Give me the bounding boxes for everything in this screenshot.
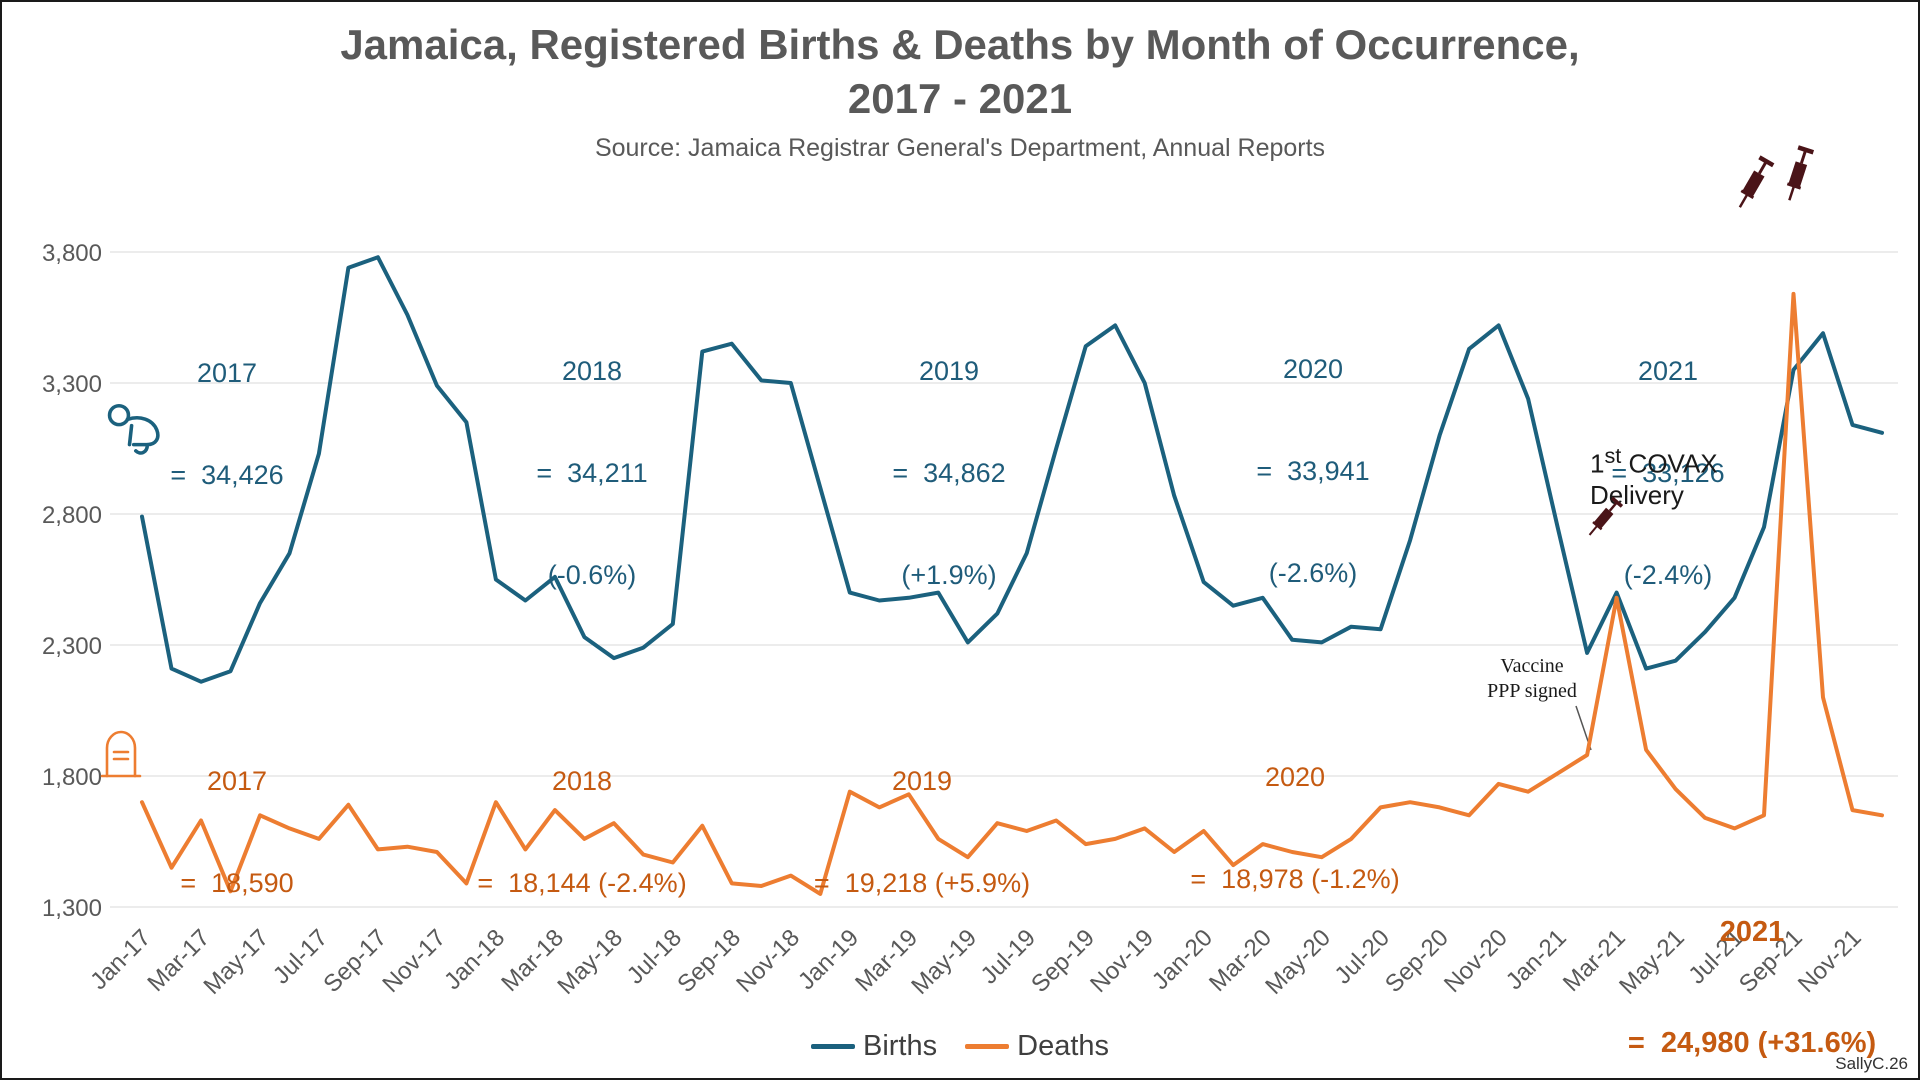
x-axis-tick-label: Sep-17 [318, 924, 392, 998]
x-axis-tick-label: Jan-21 [1501, 924, 1572, 995]
births-annotation-2020: 2020 = 33,941 (-2.6%) [1256, 354, 1370, 588]
baby-icon [98, 400, 182, 469]
x-axis-tick-label: Nov-19 [1085, 924, 1159, 998]
deaths-annotation-2019: 2019 = 19,218 (+5.9%) [813, 766, 1031, 898]
births-line [140, 255, 1884, 684]
vaccine-ppp-annotation: Vaccine PPP signed [1487, 655, 1577, 702]
deaths-line [140, 291, 1884, 896]
covax-annotation: 1st COVAX Delivery [1590, 443, 1718, 510]
chart-header: Jamaica, Registered Births & Deaths by M… [2, 18, 1918, 163]
credit-text: SallyC.26 [1835, 1054, 1908, 1073]
births-annotation-2017: 2017 = 34,426 [170, 358, 284, 490]
chart-title-line2: 2017 - 2021 [847, 75, 1073, 122]
y-axis-tick-label: 2,800 [42, 502, 102, 529]
y-axis-tick-label: 1,300 [42, 895, 102, 922]
legend-label-deaths: Deaths [1017, 1030, 1110, 1062]
tombstone-icon [98, 724, 144, 787]
y-axis-tick-label: 1,800 [42, 764, 102, 791]
y-axis-tick-label: 2,300 [42, 633, 102, 660]
chart-subtitle: Source: Jamaica Registrar General's Depa… [594, 134, 1326, 162]
deaths-line-swatch [965, 1044, 1010, 1049]
legend-item-births: Births [810, 1030, 938, 1063]
deaths-annotation-2018: 2018 = 18,144 (-2.4%) [477, 766, 687, 898]
chart-legend: Births Deaths [2, 1030, 1918, 1063]
y-axis-tick-label: 3,300 [42, 371, 102, 398]
x-axis-tick-label: Nov-18 [731, 924, 805, 998]
births-annotation-2018: 2018 = 34,211 (-0.6%) [536, 356, 648, 590]
chart-title-line1: Jamaica, Registered Births & Deaths by M… [340, 21, 1580, 68]
births-annotation-2019: 2019 = 34,862 (+1.9%) [892, 356, 1006, 590]
x-axis-tick-label: Nov-17 [377, 924, 451, 998]
y-axis-tick-label: 3,800 [42, 240, 102, 267]
x-axis-tick-label: Jan-17 [85, 924, 156, 995]
deaths-annotation-2017: 2017 = 18,590 [180, 766, 294, 898]
births-annotation-2021: 2021 = 33,126 (-2.4%) [1611, 356, 1725, 590]
legend-label-births: Births [862, 1030, 938, 1062]
births-line-swatch [810, 1044, 855, 1049]
x-axis-tick-label: Nov-20 [1439, 924, 1513, 998]
x-axis-tick-label: Sep-19 [1026, 924, 1100, 998]
deaths-annotation-2020: 2020 = 18,978 (-1.2%) [1190, 762, 1400, 894]
legend-item-deaths: Deaths [965, 1030, 1109, 1063]
deaths-annotation-2021: 2021 = 24,980 (+31.6%) [1627, 916, 1877, 1059]
